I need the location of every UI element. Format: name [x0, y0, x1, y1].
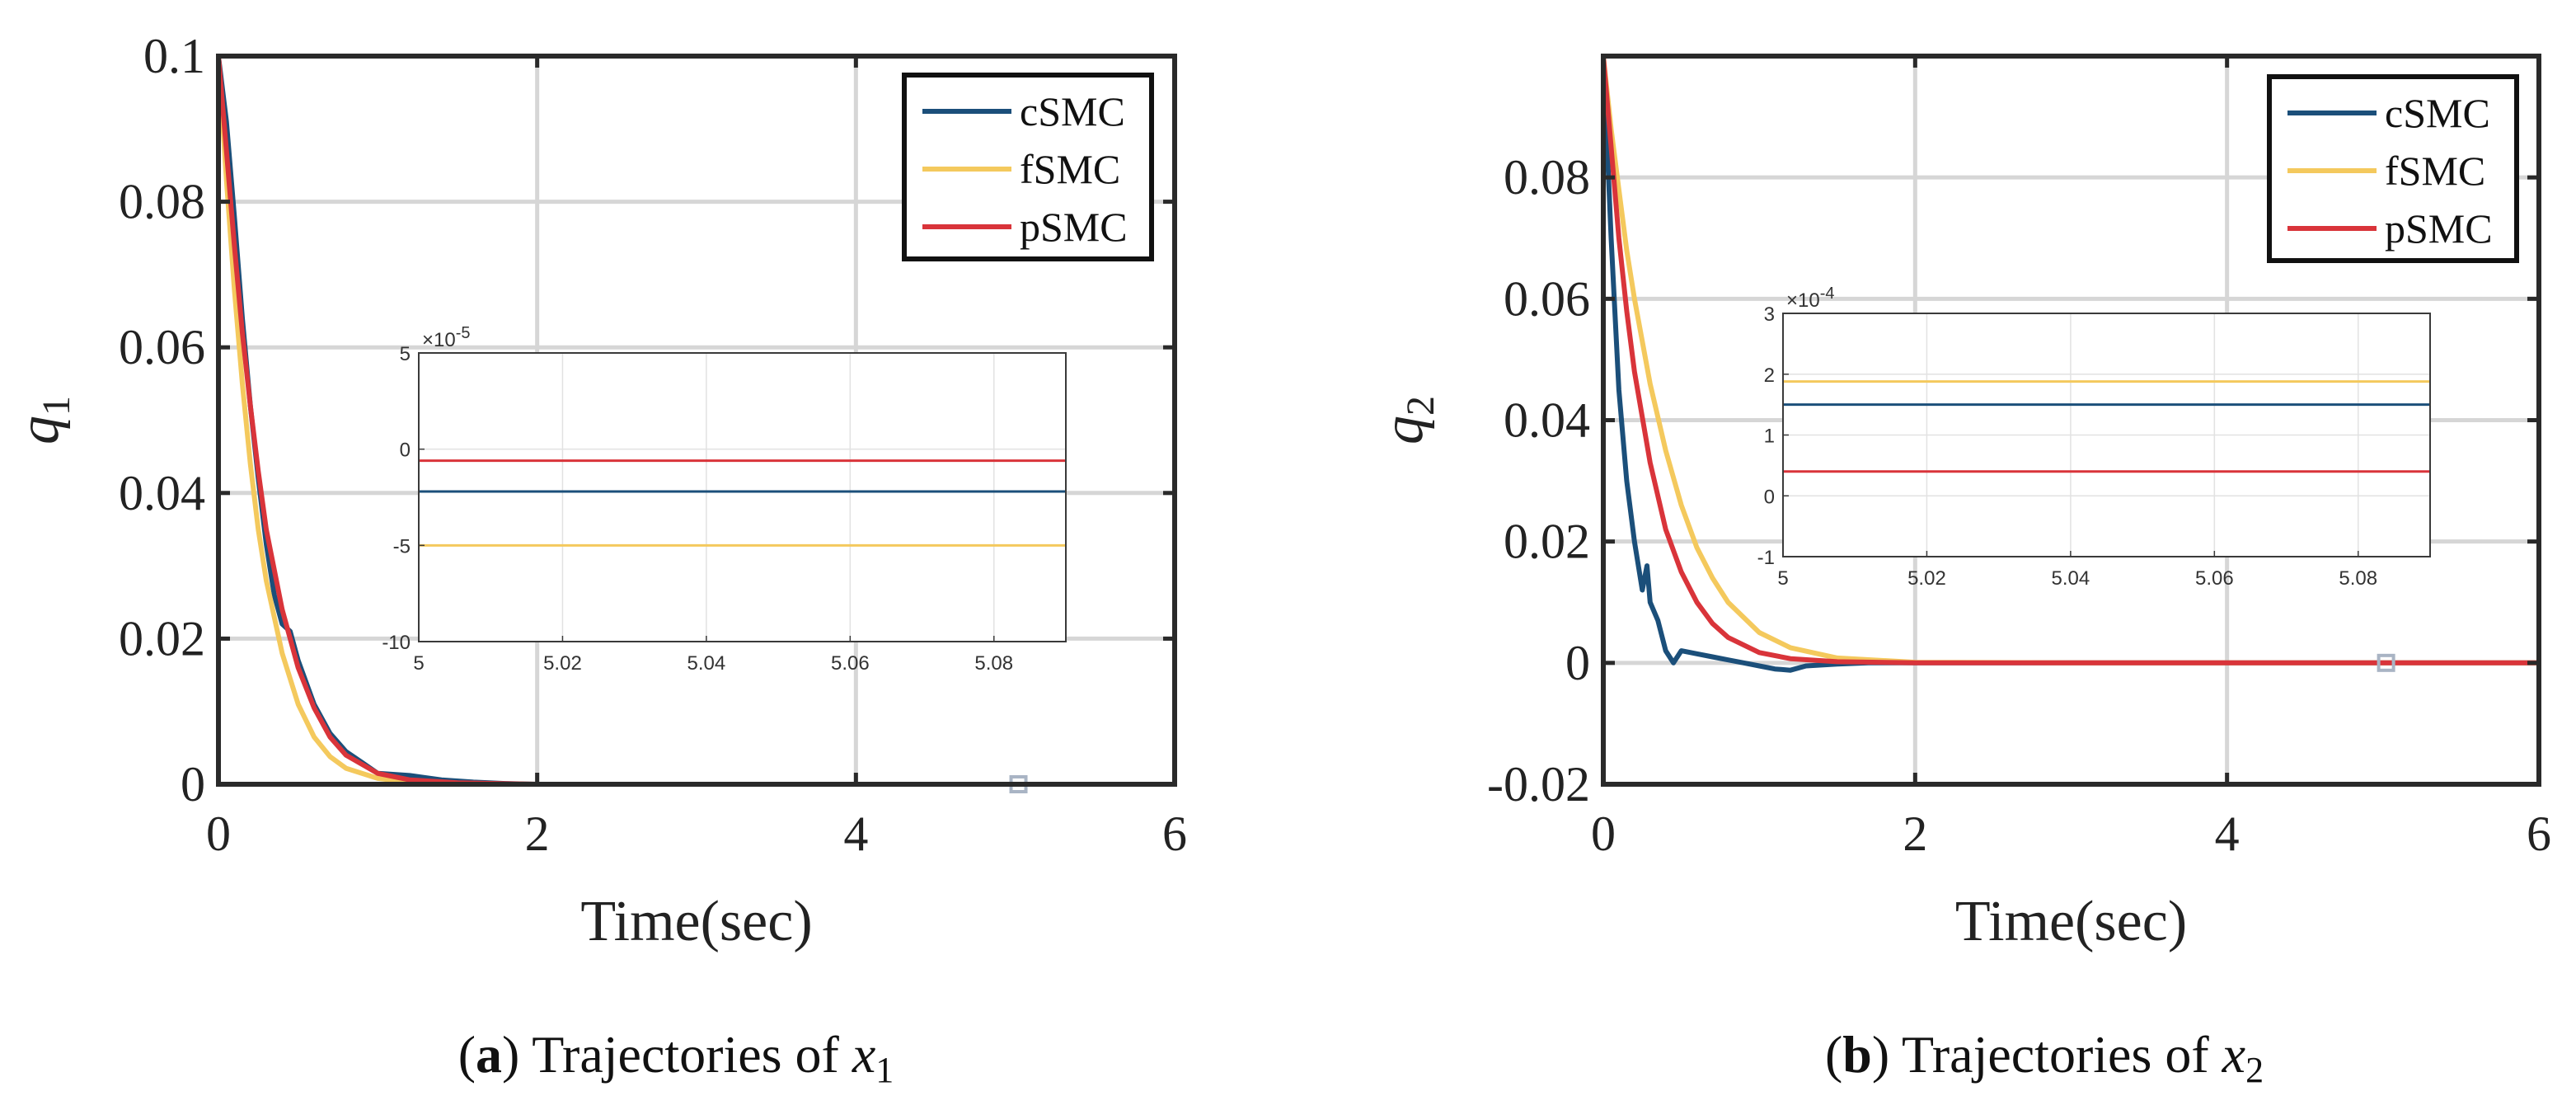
- x-tick-label: 2: [1903, 807, 1927, 861]
- inset-x-tick-label: 5.06: [831, 652, 870, 675]
- inset-box: [418, 352, 1067, 642]
- x-tick-label: 4: [2215, 807, 2240, 861]
- y-tick-label: -0.02: [1487, 757, 1590, 811]
- caption-space: [2209, 1025, 2222, 1084]
- inset-x-tick-label: 5.06: [2195, 567, 2234, 590]
- caption-letter: a: [476, 1025, 502, 1084]
- inset-x-tick-label: 5.08: [974, 652, 1013, 675]
- x-tick-label: 0: [1591, 807, 1616, 861]
- y-axis-label-var: q: [1372, 416, 1435, 444]
- x-tick-label: 4: [843, 807, 868, 861]
- y-tick-label: 0.02: [119, 611, 205, 666]
- inset-x-tick-label: 5: [413, 652, 424, 675]
- inset-exponent-power: -5: [456, 324, 471, 342]
- inset-x-tick-label: 5.08: [2339, 567, 2377, 590]
- inset-y-tick-label: 1: [1764, 426, 1775, 448]
- inset-x-tick-label: 5.04: [2052, 567, 2090, 590]
- caption-space: [839, 1025, 852, 1084]
- legend-label-pSMC: pSMC: [1020, 204, 1128, 250]
- x-tick-label: 6: [1162, 807, 1187, 861]
- y-tick-label: 0.08: [1504, 150, 1590, 205]
- caption-var: x: [2222, 1025, 2245, 1084]
- caption-letter: b: [1842, 1025, 1872, 1084]
- inset-y-tick-label: -5: [393, 535, 411, 557]
- x-tick-label: 6: [2527, 807, 2551, 861]
- chart-a: 0 2 4 600.020.040.060.080.1Time(sec)q1cSMCf…: [7, 29, 1187, 1090]
- inset-chart: 5 5.02 5.04 5.06 5.08-10-505×10-5: [382, 324, 1067, 675]
- inset-y-tick-label: 2: [1764, 365, 1775, 387]
- inset-y-tick-label: -1: [1757, 547, 1775, 569]
- caption-text: Trajectories of: [1902, 1025, 2209, 1084]
- y-axis-label-sub: 1: [35, 396, 78, 416]
- inset-y-tick-label: 0: [400, 440, 411, 462]
- x-axis-label: Time(sec): [580, 890, 812, 953]
- legend-label-fSMC: fSMC: [2385, 148, 2485, 194]
- caption-sub: 1: [875, 1050, 894, 1090]
- y-tick-label: 0.04: [1504, 393, 1590, 448]
- inset-exponent-base: ×10: [1786, 289, 1820, 312]
- legend-label-cSMC: cSMC: [2385, 90, 2490, 136]
- y-axis-label: q1: [7, 396, 78, 444]
- y-tick-label: 0.08: [119, 175, 205, 229]
- y-tick-label: 0.04: [119, 466, 205, 520]
- y-tick-label: 0.1: [143, 29, 205, 83]
- series-line-pSMC: [1601, 55, 2539, 666]
- y-axis-label: q2: [1372, 396, 1443, 444]
- inset-x-tick-label: 5.02: [543, 652, 582, 675]
- legend-label-cSMC: cSMC: [1020, 88, 1125, 134]
- inset-y-tick-label: 3: [1764, 303, 1775, 326]
- caption-var: x: [852, 1025, 875, 1084]
- inset-x-tick-label: 5.04: [687, 652, 726, 675]
- y-axis-label-sub: 2: [1399, 396, 1443, 416]
- inset-y-tick-label: 5: [400, 343, 411, 365]
- x-tick-label: 0: [206, 807, 231, 861]
- inset-chart: 5 5.02 5.04 5.06 5.08 -1 0 1 2 3 ×10-4: [1757, 285, 2431, 590]
- figure-caption: (a) Trajectories of x1: [458, 1025, 894, 1090]
- legend-label-pSMC: pSMC: [2385, 205, 2493, 252]
- inset-x-tick-label: 5: [1777, 567, 1788, 590]
- caption-sub: 2: [2245, 1050, 2264, 1090]
- caption-paren-close: ): [1872, 1025, 1902, 1084]
- zoom-marker: [2377, 653, 2395, 672]
- inset-area: [419, 353, 1066, 642]
- y-tick-label: 0.02: [1504, 515, 1590, 569]
- x-axis-label: Time(sec): [1955, 890, 2187, 953]
- inset-x-tick-label: 5.02: [1907, 567, 1946, 590]
- inset-exponent-power: -4: [1820, 285, 1835, 303]
- x-tick-label: 2: [525, 807, 550, 861]
- axes-box: [216, 54, 1177, 787]
- y-tick-label: 0.06: [119, 320, 205, 374]
- caption-paren-open: (: [1825, 1025, 1842, 1084]
- inset-y-tick-label: 0: [1764, 486, 1775, 508]
- y-tick-label: 0.06: [1504, 271, 1590, 326]
- caption-paren-close: ): [502, 1025, 532, 1084]
- y-tick-label: 0: [1565, 636, 1590, 690]
- caption-text: Trajectories of: [532, 1025, 839, 1084]
- chart-b: 0 2 4 6-0.0200.020.040.060.08Time(sec)q2cSM…: [1372, 54, 2551, 1090]
- inset-y-tick-label: -10: [382, 632, 411, 654]
- legend-label-fSMC: fSMC: [1020, 146, 1120, 192]
- inset-exponent: ×10-5: [422, 324, 471, 351]
- inset-exponent-base: ×10: [422, 329, 456, 351]
- caption-paren-open: (: [458, 1025, 476, 1084]
- y-tick-label: 0: [181, 757, 205, 811]
- figure-caption: (b) Trajectories of x2: [1825, 1025, 2264, 1090]
- inset-exponent: ×10-4: [1786, 285, 1835, 312]
- y-axis-label-var: q: [7, 416, 71, 444]
